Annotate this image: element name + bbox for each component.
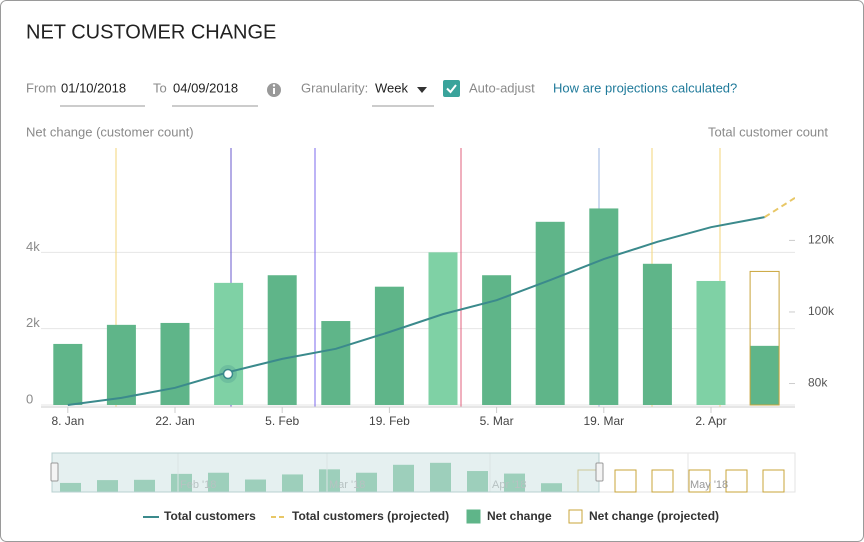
legend-label[interactable]: Net change: [487, 509, 552, 523]
legend-label[interactable]: Total customers (projected): [292, 509, 449, 523]
info-icon-glyph: [273, 88, 275, 94]
navigator-selection[interactable]: [51, 452, 600, 493]
navigator-projected: [651, 469, 674, 493]
x-tick-label: 19. Feb: [369, 414, 410, 428]
y-tick-label: 0: [26, 391, 33, 406]
help-link[interactable]: How are projections calculated?: [553, 80, 737, 95]
x-tick-label: 2. Apr: [695, 414, 726, 428]
bar: [750, 345, 780, 405]
y2-axis-title: Total customer count: [708, 124, 828, 139]
navigator-projected: [688, 469, 711, 493]
x-tick-label: 5. Mar: [480, 414, 514, 428]
bar: [106, 324, 136, 405]
title: NET CUSTOMER CHANGE: [26, 21, 276, 43]
y2-tick-label: 100k: [808, 304, 835, 318]
bar: [696, 280, 726, 405]
info-icon-dot: [272, 84, 276, 87]
bar: [642, 263, 672, 405]
line: [67, 216, 765, 406]
navigator-projected: [762, 469, 785, 493]
auto-adjust-label[interactable]: Auto-adjust: [469, 80, 535, 95]
granularity-select[interactable]: Week: [375, 80, 408, 95]
projected-line: [764, 196, 795, 218]
x-tick-label: 5. Feb: [265, 414, 299, 428]
legend-swatch: [466, 509, 481, 524]
projected-bar: [749, 270, 780, 406]
navigator-handle[interactable]: [595, 462, 604, 482]
legend-swatch: [568, 509, 583, 524]
x-tick-label: 19. Mar: [583, 414, 624, 428]
bar: [535, 221, 565, 405]
checkmark: [446, 84, 457, 94]
to-label: To: [153, 80, 167, 95]
bar: [53, 343, 83, 405]
to-input[interactable]: 04/09/2018: [173, 80, 238, 95]
bar: [482, 275, 512, 405]
bar: [428, 252, 458, 405]
bar: [374, 286, 404, 405]
y-axis-title: Net change (customer count): [26, 124, 194, 139]
bar: [160, 322, 190, 405]
navigator-handle[interactable]: [50, 462, 59, 482]
y2-tick-label: 120k: [808, 233, 835, 247]
legend-label[interactable]: Total customers: [164, 509, 256, 523]
dropdown-arrow: [417, 87, 427, 93]
x-tick-label: 8. Jan: [51, 414, 84, 428]
navigator-projected: [614, 469, 637, 493]
navigator-label: May '18: [690, 479, 728, 491]
legend-label[interactable]: Net change (projected): [589, 509, 719, 523]
y2-tick-label: 80k: [808, 376, 828, 390]
y-tick-label: 2k: [26, 315, 40, 330]
bar: [214, 282, 244, 405]
hover-point[interactable]: [222, 368, 234, 380]
auto-adjust-checkbox[interactable]: [443, 80, 460, 97]
x-tick-label: 22. Jan: [155, 414, 194, 428]
bar: [321, 321, 351, 405]
from-input[interactable]: 01/10/2018: [61, 80, 126, 95]
granularity-label: Granularity:: [301, 80, 368, 95]
from-label: From: [26, 80, 56, 95]
bar: [589, 208, 619, 405]
navigator-projected: [725, 469, 748, 493]
y-tick-label: 4k: [26, 239, 40, 254]
bar: [267, 275, 297, 405]
